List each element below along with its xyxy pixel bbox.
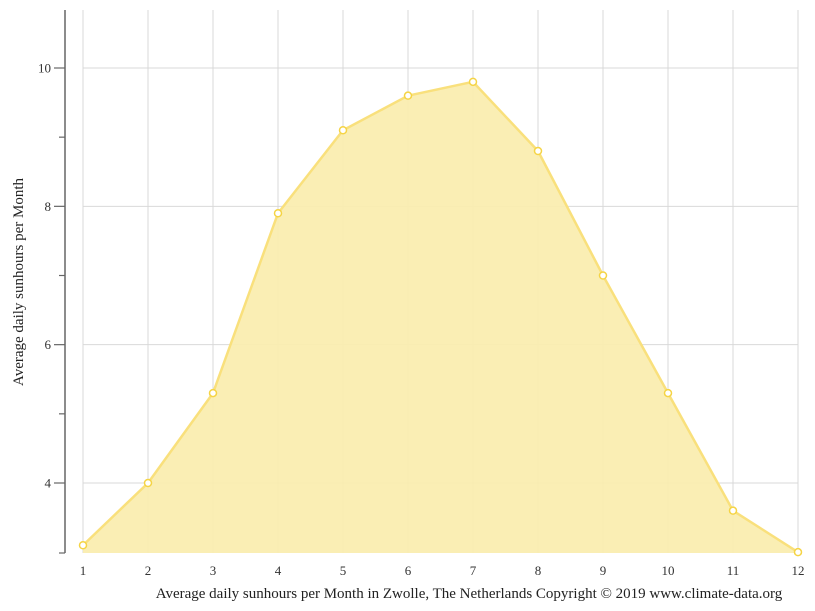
- x-tick-label: 10: [662, 563, 675, 578]
- y-tick-label: 4: [45, 476, 52, 491]
- data-point-marker: [598, 271, 608, 280]
- x-tick-label: 8: [535, 563, 542, 578]
- data-point-marker: [273, 209, 283, 218]
- data-point-marker: [793, 547, 803, 557]
- data-point-marker: [403, 91, 413, 100]
- data-point-marker: [533, 146, 543, 156]
- x-tick-label: 7: [470, 563, 477, 578]
- data-point-marker: [143, 478, 153, 488]
- data-point-marker: [208, 388, 218, 398]
- x-tick-label: 1: [80, 563, 87, 578]
- x-axis-title: Average daily sunhours per Month in Zwol…: [156, 586, 783, 602]
- data-point-marker: [663, 388, 673, 398]
- x-tick-label: 6: [405, 563, 412, 578]
- area-fill: [83, 81, 798, 553]
- x-tick-label: 2: [145, 563, 152, 578]
- y-axis-title: Average daily sunhours per Month: [11, 178, 27, 387]
- x-tick-label: 12: [792, 563, 805, 578]
- area-series: [78, 77, 803, 557]
- x-axis-tick-labels: 1 2 3 4 5 6 7 8 9 10 11 12: [80, 563, 805, 578]
- data-point-marker: [338, 126, 348, 135]
- x-tick-label: 4: [275, 563, 282, 578]
- area-line: [82, 80, 799, 554]
- y-axis-tick-labels: 4 6 8 10: [38, 61, 52, 491]
- y-tick-label: 6: [45, 337, 52, 352]
- x-tick-label: 9: [600, 563, 607, 578]
- y-tick-label: 10: [38, 61, 51, 76]
- x-tick-label: 3: [210, 563, 217, 578]
- axes: [54, 10, 66, 554]
- x-tick-label: 5: [340, 563, 347, 578]
- x-tick-label: 11: [727, 563, 740, 578]
- y-tick-label: 8: [45, 199, 52, 214]
- data-point-marker: [728, 506, 738, 515]
- data-point-marker: [468, 77, 478, 87]
- data-point-marker: [78, 541, 88, 550]
